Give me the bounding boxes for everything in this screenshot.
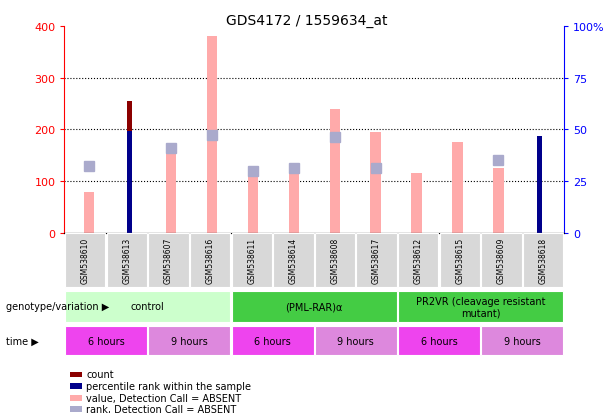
Text: time ▶: time ▶	[6, 336, 39, 346]
Text: GSM538609: GSM538609	[497, 237, 506, 283]
Bar	[370, 133, 381, 233]
Text: (PML-RAR)α: (PML-RAR)α	[286, 301, 343, 312]
Bar	[411, 174, 422, 233]
Text: GSM538611: GSM538611	[247, 237, 256, 283]
Text: GSM538613: GSM538613	[123, 237, 131, 283]
Text: 9 hours: 9 hours	[337, 336, 374, 346]
Text: GSM538610: GSM538610	[81, 237, 89, 283]
Text: GSM538614: GSM538614	[289, 237, 298, 283]
Text: GSM538616: GSM538616	[205, 237, 215, 283]
Text: rank, Detection Call = ABSENT: rank, Detection Call = ABSENT	[86, 404, 237, 413]
Text: 9 hours: 9 hours	[504, 336, 541, 346]
Bar	[128, 102, 132, 233]
Text: GSM538608: GSM538608	[330, 237, 340, 283]
Text: GSM538615: GSM538615	[455, 237, 465, 283]
Text: GSM538607: GSM538607	[164, 237, 173, 283]
Text: 6 hours: 6 hours	[254, 336, 291, 346]
Bar	[537, 138, 542, 233]
Text: value, Detection Call = ABSENT: value, Detection Call = ABSENT	[86, 393, 242, 403]
Text: genotype/variation ▶: genotype/variation ▶	[6, 301, 109, 312]
Text: count: count	[86, 370, 114, 380]
Bar	[289, 169, 299, 233]
Text: PR2VR (cleavage resistant
mutant): PR2VR (cleavage resistant mutant)	[416, 296, 546, 318]
Bar	[166, 148, 176, 233]
Text: control: control	[131, 301, 164, 312]
Text: percentile rank within the sample: percentile rank within the sample	[86, 381, 251, 391]
Bar	[537, 136, 542, 233]
Text: GSM538617: GSM538617	[372, 237, 381, 283]
Text: 6 hours: 6 hours	[421, 336, 457, 346]
Bar	[452, 143, 463, 233]
Text: 6 hours: 6 hours	[88, 336, 124, 346]
Bar	[248, 174, 258, 233]
Text: GSM538612: GSM538612	[414, 237, 423, 283]
Text: GSM538618: GSM538618	[539, 237, 547, 283]
Text: 9 hours: 9 hours	[171, 336, 208, 346]
Bar	[128, 132, 132, 233]
Text: GDS4172 / 1559634_at: GDS4172 / 1559634_at	[226, 14, 387, 28]
Bar	[207, 37, 217, 233]
Bar	[84, 192, 94, 233]
Bar	[493, 169, 503, 233]
Bar	[330, 109, 340, 233]
